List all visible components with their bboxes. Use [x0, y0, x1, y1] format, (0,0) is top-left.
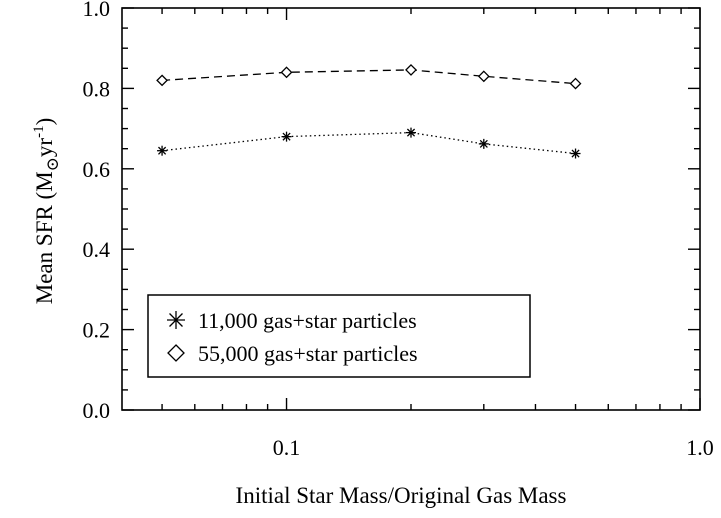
asterisk-stroke: [282, 132, 291, 141]
legend-marker-diamond: [167, 344, 185, 362]
y-tick-label: 0.4: [83, 237, 111, 262]
legend-label: 55,000 gas+star particles: [198, 341, 418, 366]
asterisk-stroke: [169, 313, 183, 327]
y-axis-title: Mean SFR (M⊙yr-1): [31, 118, 62, 305]
legend-box: [147, 294, 531, 378]
series-group: [156, 63, 582, 159]
legend: 11,000 gas+star particles 55,000 gas+star…: [147, 294, 531, 378]
series-diamond: [156, 63, 582, 90]
series-line: [162, 69, 576, 85]
data-point-asterisk: [478, 138, 489, 149]
y-axis-title-close: ): [32, 118, 57, 126]
y-tick-label: 0.8: [83, 76, 111, 101]
x-tick-label: 0.1: [273, 435, 301, 460]
legend-label: 11,000 gas+star particles: [198, 308, 417, 333]
data-point-asterisk: [281, 131, 292, 142]
y-tick-label: 1.0: [83, 0, 111, 21]
data-point-diamond: [156, 74, 168, 87]
asterisk-stroke: [406, 128, 416, 137]
data-point-asterisk: [406, 127, 416, 138]
data-point-diamond: [405, 63, 417, 76]
data-point-asterisk: [570, 148, 581, 159]
x-tick-label: 1.0: [686, 435, 714, 460]
y-axis-title-unit: yr: [32, 138, 57, 158]
y-tick-label: 0.6: [83, 157, 111, 182]
series-asterisk: [157, 127, 581, 159]
data-point-asterisk: [157, 145, 168, 156]
x-axis-title: Initial Star Mass/Original Gas Mass: [236, 483, 567, 508]
data-point-diamond: [569, 77, 582, 90]
asterisk-stroke: [158, 146, 167, 155]
asterisk-stroke: [571, 149, 580, 158]
legend-marker-asterisk: [167, 311, 185, 329]
y-axis-title-sun-subscript: ⊙: [43, 157, 62, 171]
y-axis-title-main: Mean SFR (M: [32, 171, 57, 304]
data-point-diamond: [280, 66, 293, 79]
series-line: [162, 131, 576, 155]
y-tick-label: 0.2: [83, 318, 111, 343]
axes: 0.0 0.2 0.4 0.6 0.8 1.0 0.1 1.0: [83, 0, 714, 460]
asterisk-stroke: [479, 139, 488, 148]
y-tick-label: 0.0: [83, 398, 111, 423]
data-point-diamond: [477, 70, 490, 83]
y-axis-title-superscript: -1: [31, 125, 47, 138]
